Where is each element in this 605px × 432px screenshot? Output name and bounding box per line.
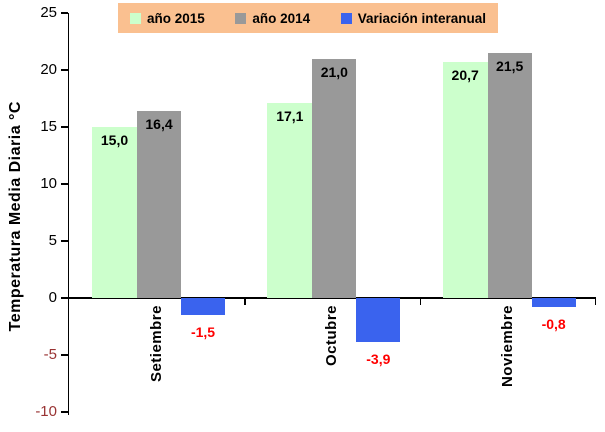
y-tick-0 — [60, 297, 68, 299]
category-label-noviembre: Noviembre — [498, 305, 516, 388]
legend-swatch-variacion-interanual — [340, 12, 352, 24]
bar-variacion-interanual-setiembre — [181, 298, 225, 316]
y-tick-label-25: 25 — [40, 4, 57, 21]
y-tick-label-15: 15 — [40, 118, 57, 135]
x-boundary-tick-3 — [594, 297, 596, 305]
category-label-box-noviembre: Noviembre — [494, 305, 520, 387]
value-label-variacion-interanual-setiembre: -1,5 — [190, 324, 216, 341]
value-label-ano-2014-setiembre: 16,4 — [145, 116, 173, 133]
bar-ano-2014-noviembre — [487, 52, 532, 298]
bar-ano-2014-setiembre — [137, 111, 181, 298]
legend-item-variacion-interanual: Variación interanual — [340, 10, 486, 26]
bar-ano-2014-octubre — [312, 58, 357, 298]
value-label-ano-2014-noviembre: 21,5 — [496, 57, 524, 74]
y-tick-5 — [60, 240, 68, 242]
y-tick-5 — [60, 354, 68, 356]
category-label-box-setiembre: Setiembre — [144, 305, 170, 382]
value-label-ano-2015-noviembre: 20,7 — [451, 67, 479, 84]
legend: año 2015 año 2014 Variación interanual — [118, 3, 498, 33]
y-tick-label-20: 20 — [40, 61, 57, 78]
legend-label-variacion-interanual: Variación interanual — [357, 10, 486, 26]
legend-swatch-ano-2015 — [130, 12, 141, 24]
y-axis-line — [67, 13, 69, 415]
y-tick-label-5: -5 — [43, 346, 57, 363]
legend-item-ano-2014: año 2014 — [235, 11, 310, 26]
legend-label-ano-2014: año 2014 — [252, 10, 311, 26]
y-tick-10 — [60, 183, 68, 185]
bar-ano-2015-setiembre — [92, 127, 137, 298]
value-label-ano-2015-octubre: 17,1 — [276, 108, 304, 125]
category-label-box-octubre: Octubre — [319, 305, 345, 366]
x-boundary-tick-1 — [244, 297, 246, 305]
bar-ano-2015-octubre — [267, 103, 313, 298]
bar-ano-2015-noviembre — [442, 62, 488, 298]
value-label-ano-2015-setiembre: 15,0 — [100, 132, 129, 148]
y-tick-label-5: 5 — [48, 232, 57, 249]
bar-variacion-interanual-octubre — [356, 298, 401, 343]
category-label-setiembre: Setiembre — [148, 305, 166, 383]
y-tick-10 — [60, 411, 68, 413]
value-label-ano-2014-octubre: 21,0 — [320, 63, 348, 80]
category-label-octubre: Octubre — [323, 305, 341, 367]
y-tick-20 — [60, 69, 68, 71]
bar-variacion-interanual-noviembre — [531, 298, 576, 308]
y-tick-label-10: 10 — [40, 175, 57, 192]
y-tick-25 — [60, 12, 68, 14]
legend-item-ano-2015: año 2015 — [130, 11, 205, 26]
y-tick-label-0: 0 — [48, 289, 57, 306]
value-label-variacion-interanual-octubre: -3,9 — [366, 351, 391, 368]
legend-label-ano-2015: año 2015 — [147, 10, 205, 26]
y-tick-15 — [60, 126, 68, 128]
value-label-variacion-interanual-noviembre: -0,8 — [541, 316, 566, 333]
legend-swatch-ano-2014 — [235, 12, 247, 24]
y-tick-label-10: -10 — [35, 403, 57, 420]
y-axis-title-box: Temperatura Media Diaria °C — [2, 36, 30, 396]
x-boundary-tick-2 — [419, 297, 422, 305]
